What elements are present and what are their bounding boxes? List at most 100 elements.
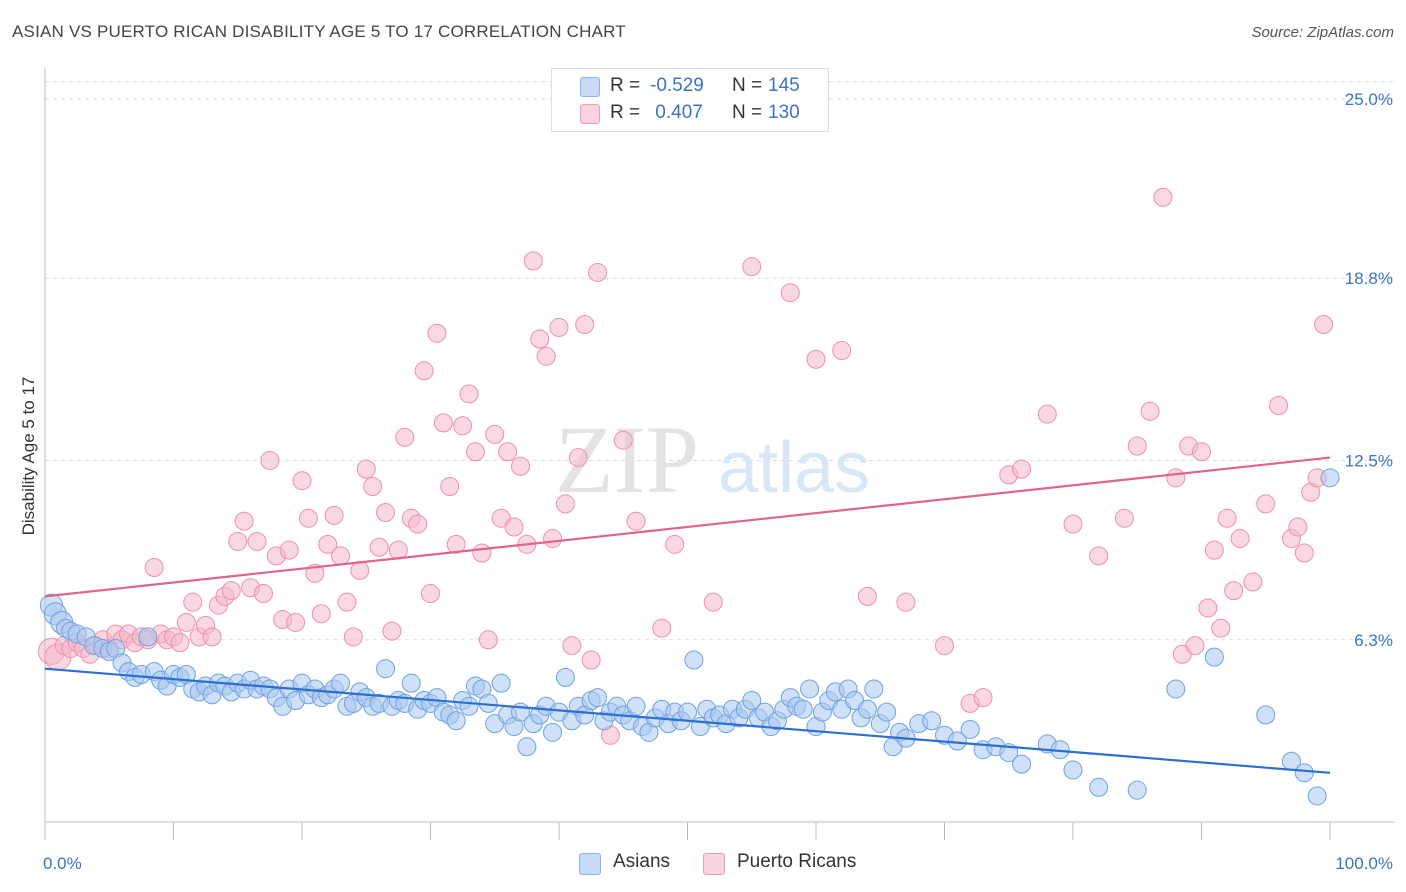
asian-point xyxy=(376,659,396,679)
asian-point xyxy=(1012,754,1032,774)
legend-r-value: -0.529 xyxy=(650,75,704,96)
puerto-rican-point xyxy=(568,448,588,468)
legend-n-label: N = xyxy=(732,102,768,123)
puerto-rican-point xyxy=(292,471,312,491)
asian-point xyxy=(138,627,158,647)
puerto-rican-point xyxy=(465,442,485,462)
puerto-rican-point xyxy=(562,636,582,656)
puerto-rican-point xyxy=(613,430,633,450)
asian-point xyxy=(857,699,877,719)
puerto-rican-point xyxy=(780,283,800,303)
asian-point xyxy=(678,702,697,722)
puerto-rican-point xyxy=(176,612,196,632)
asian-point xyxy=(922,711,942,731)
puerto-rican-point xyxy=(1089,546,1109,566)
puerto-rican-point xyxy=(337,592,357,612)
legend-n-value: 145 xyxy=(768,75,800,96)
asian-point xyxy=(877,702,897,722)
puerto-rican-point xyxy=(446,534,466,554)
puerto-rican-point xyxy=(1140,401,1160,421)
puerto-rican-point xyxy=(1288,517,1308,537)
asian-point xyxy=(742,691,762,711)
puerto-rican-point xyxy=(1204,540,1224,560)
puerto-rican-point xyxy=(395,427,415,447)
bottom-legend-label: Puerto Ricans xyxy=(737,851,857,872)
puerto-rican-point xyxy=(1269,396,1289,416)
x-tick-label-left: 0.0% xyxy=(43,854,82,873)
asian-point xyxy=(626,696,646,716)
puerto-rican-point xyxy=(1063,514,1083,534)
puerto-rican-point xyxy=(421,584,440,604)
puerto-rican-point xyxy=(626,511,646,531)
asian-point xyxy=(588,688,608,708)
puerto-rican-point xyxy=(1185,636,1205,656)
puerto-rican-point xyxy=(382,621,402,641)
bottom-legend-swatch-puerto-ricans xyxy=(703,853,725,875)
puerto-rican-point xyxy=(857,586,877,606)
puerto-rican-points xyxy=(37,187,1334,745)
puerto-rican-point xyxy=(510,456,530,476)
legend-n-value: 130 xyxy=(768,102,800,123)
legend-n-label: N = xyxy=(732,75,768,96)
puerto-rican-trend-line xyxy=(44,456,1331,598)
puerto-rican-point xyxy=(453,416,473,436)
puerto-rican-point xyxy=(183,592,203,612)
legend-r-value: 0.407 xyxy=(650,102,703,123)
asian-point xyxy=(1089,777,1109,797)
puerto-rican-point xyxy=(485,424,505,444)
puerto-rican-point xyxy=(1230,529,1250,549)
puerto-rican-point xyxy=(311,604,331,624)
puerto-rican-point xyxy=(253,584,273,604)
asian-point xyxy=(555,667,575,687)
puerto-rican-point xyxy=(472,543,492,563)
puerto-rican-point xyxy=(1153,187,1173,207)
puerto-rican-point xyxy=(408,514,428,534)
puerto-rican-point xyxy=(376,503,396,523)
gridlines xyxy=(45,81,1395,641)
y-tick-label: 6.3% xyxy=(1354,631,1393,650)
puerto-rican-point xyxy=(498,442,518,462)
asian-point xyxy=(1166,679,1186,699)
asian-point xyxy=(1320,468,1340,488)
puerto-rican-point xyxy=(1166,468,1186,488)
puerto-rican-point xyxy=(806,349,826,369)
y-tick-label: 18.8% xyxy=(1345,269,1393,288)
puerto-rican-point xyxy=(228,531,248,551)
puerto-rican-point xyxy=(234,511,254,531)
puerto-rican-point xyxy=(459,384,479,404)
asian-point xyxy=(1127,780,1147,800)
bottom-legend-swatch-asians xyxy=(579,853,601,875)
asian-point xyxy=(491,673,511,693)
asian-point xyxy=(401,673,421,693)
puerto-rican-point xyxy=(1256,494,1276,514)
puerto-rican-point xyxy=(440,476,460,496)
puerto-rican-point xyxy=(286,612,306,632)
legend-r-label: R = xyxy=(610,102,646,123)
puerto-rican-point xyxy=(1211,618,1231,638)
legend-swatch-asians xyxy=(580,77,600,97)
puerto-rican-point xyxy=(298,508,318,528)
axes xyxy=(44,68,1395,840)
puerto-rican-point xyxy=(202,627,222,647)
asian-trend-line xyxy=(44,667,1331,774)
y-tick-label: 12.5% xyxy=(1345,451,1393,470)
puerto-rican-point xyxy=(1037,404,1057,424)
asian-point xyxy=(1294,763,1314,783)
puerto-rican-point xyxy=(555,494,575,514)
asian-point xyxy=(543,722,563,742)
puerto-rican-point xyxy=(414,361,434,381)
watermark: ZIP atlas xyxy=(555,406,870,513)
puerto-rican-point xyxy=(742,257,762,277)
puerto-rican-point xyxy=(832,341,852,361)
puerto-rican-point xyxy=(221,581,241,601)
puerto-rican-point xyxy=(935,636,954,656)
puerto-rican-point xyxy=(1314,315,1334,335)
y-tick-label: 25.0% xyxy=(1345,90,1393,109)
puerto-rican-point xyxy=(388,540,408,560)
puerto-rican-point xyxy=(170,633,190,653)
asian-point xyxy=(331,673,351,693)
puerto-rican-point xyxy=(343,627,363,647)
asian-point xyxy=(1307,786,1327,806)
puerto-rican-point xyxy=(523,251,543,271)
